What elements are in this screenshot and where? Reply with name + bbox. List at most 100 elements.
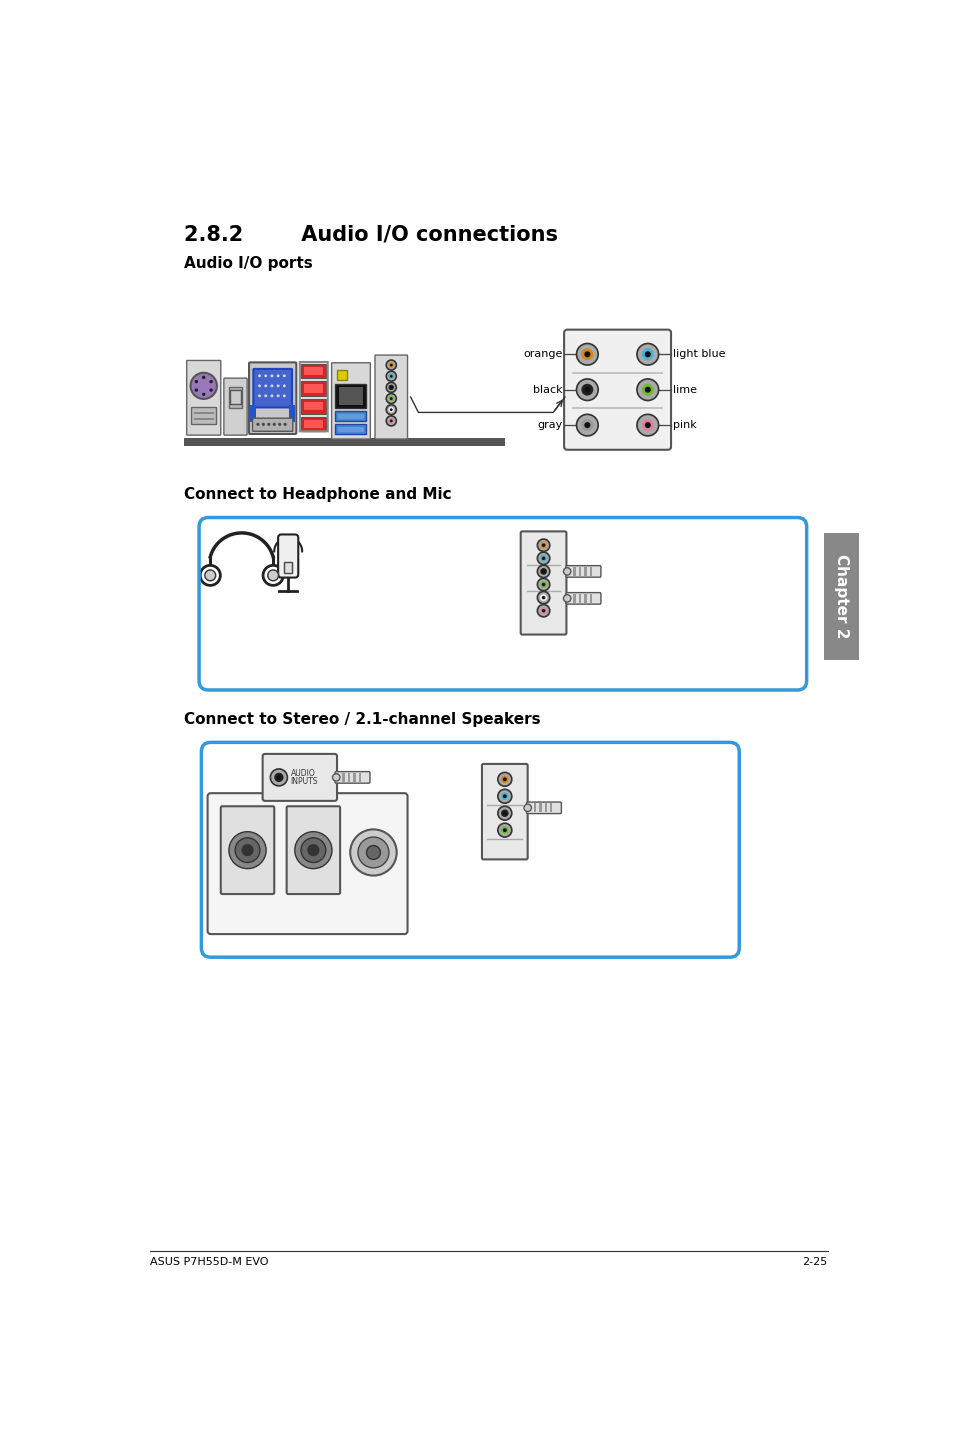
FancyBboxPatch shape bbox=[224, 378, 247, 436]
Circle shape bbox=[242, 844, 253, 856]
Bar bbox=[289, 406, 294, 421]
Bar bbox=[301, 381, 326, 395]
FancyBboxPatch shape bbox=[526, 802, 560, 814]
Circle shape bbox=[350, 830, 396, 876]
Circle shape bbox=[263, 565, 283, 585]
FancyBboxPatch shape bbox=[187, 361, 220, 436]
Circle shape bbox=[537, 591, 549, 604]
Circle shape bbox=[563, 568, 570, 575]
Circle shape bbox=[268, 569, 278, 581]
Bar bbox=[193, 413, 213, 414]
Circle shape bbox=[537, 578, 549, 591]
Circle shape bbox=[386, 371, 395, 381]
Circle shape bbox=[497, 823, 511, 837]
Bar bbox=[589, 594, 592, 603]
Circle shape bbox=[583, 423, 590, 429]
Circle shape bbox=[194, 380, 198, 384]
Text: pink: pink bbox=[672, 420, 696, 430]
Circle shape bbox=[209, 388, 213, 391]
Circle shape bbox=[563, 595, 570, 603]
Circle shape bbox=[576, 380, 598, 400]
Text: lime: lime bbox=[672, 385, 696, 394]
Bar bbox=[583, 594, 586, 603]
Circle shape bbox=[541, 608, 545, 613]
Circle shape bbox=[644, 423, 650, 429]
Circle shape bbox=[261, 423, 265, 426]
Circle shape bbox=[583, 387, 590, 393]
Circle shape bbox=[537, 604, 549, 617]
Circle shape bbox=[500, 810, 508, 817]
Text: AUDIO: AUDIO bbox=[291, 769, 315, 778]
Circle shape bbox=[194, 388, 198, 391]
Circle shape bbox=[390, 385, 393, 388]
Circle shape bbox=[283, 423, 286, 426]
Bar bbox=[250, 406, 256, 421]
Circle shape bbox=[258, 384, 261, 387]
Circle shape bbox=[386, 404, 395, 414]
Circle shape bbox=[294, 831, 332, 869]
Bar bbox=[304, 367, 323, 375]
Circle shape bbox=[539, 594, 546, 601]
Circle shape bbox=[357, 837, 389, 869]
Circle shape bbox=[541, 582, 545, 587]
Circle shape bbox=[502, 794, 506, 798]
Circle shape bbox=[539, 555, 546, 562]
Circle shape bbox=[386, 360, 395, 370]
Circle shape bbox=[205, 569, 215, 581]
FancyBboxPatch shape bbox=[220, 807, 274, 894]
Circle shape bbox=[390, 408, 393, 411]
Text: Audio I/O ports: Audio I/O ports bbox=[183, 256, 312, 270]
Bar bbox=[230, 391, 241, 404]
Circle shape bbox=[276, 374, 279, 377]
Circle shape bbox=[229, 831, 266, 869]
FancyBboxPatch shape bbox=[481, 764, 527, 860]
Circle shape bbox=[271, 394, 273, 397]
Circle shape bbox=[333, 774, 339, 781]
Circle shape bbox=[209, 380, 213, 384]
Bar bbox=[193, 418, 213, 420]
Circle shape bbox=[641, 384, 653, 395]
Circle shape bbox=[583, 351, 590, 357]
Circle shape bbox=[580, 420, 593, 431]
Circle shape bbox=[386, 394, 395, 404]
Bar bbox=[229, 387, 242, 408]
Circle shape bbox=[388, 384, 394, 390]
Bar bbox=[538, 804, 541, 812]
FancyBboxPatch shape bbox=[249, 362, 296, 434]
Circle shape bbox=[523, 804, 531, 811]
Bar bbox=[578, 567, 580, 577]
Circle shape bbox=[641, 348, 653, 360]
Circle shape bbox=[541, 544, 545, 546]
Circle shape bbox=[537, 565, 549, 578]
Bar bbox=[301, 398, 326, 414]
Circle shape bbox=[502, 811, 506, 815]
Circle shape bbox=[541, 557, 545, 559]
Text: orange: orange bbox=[522, 349, 562, 360]
Circle shape bbox=[386, 383, 395, 393]
Bar bbox=[358, 772, 360, 782]
Bar bbox=[304, 420, 323, 429]
Bar bbox=[304, 384, 323, 393]
Circle shape bbox=[637, 380, 658, 400]
Circle shape bbox=[388, 395, 394, 401]
Bar bbox=[301, 364, 326, 378]
Circle shape bbox=[386, 416, 395, 426]
Circle shape bbox=[539, 581, 546, 588]
Text: Chapter 2: Chapter 2 bbox=[833, 554, 848, 638]
Circle shape bbox=[537, 539, 549, 551]
Circle shape bbox=[502, 778, 506, 781]
Bar bbox=[336, 370, 347, 380]
Circle shape bbox=[258, 394, 261, 397]
FancyBboxPatch shape bbox=[208, 794, 407, 935]
Circle shape bbox=[283, 374, 285, 377]
Bar bbox=[348, 772, 350, 782]
Circle shape bbox=[390, 420, 393, 423]
Circle shape bbox=[644, 351, 650, 357]
Circle shape bbox=[388, 374, 394, 380]
Bar bbox=[342, 772, 344, 782]
FancyBboxPatch shape bbox=[563, 329, 670, 450]
Bar bbox=[304, 403, 323, 410]
Bar bbox=[301, 417, 326, 431]
Circle shape bbox=[264, 384, 267, 387]
Circle shape bbox=[497, 807, 511, 820]
